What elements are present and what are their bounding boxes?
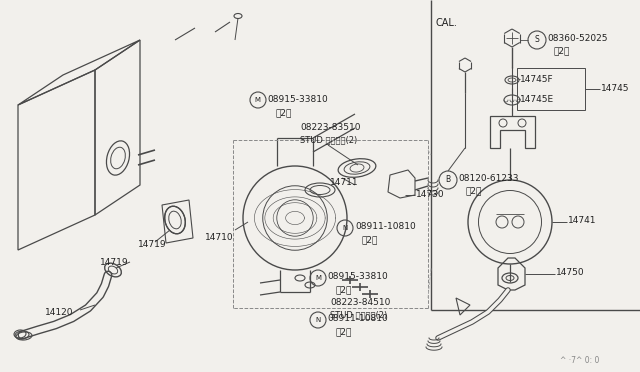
- Text: （2）: （2）: [465, 186, 481, 195]
- Text: 14745E: 14745E: [520, 95, 554, 104]
- Text: N: N: [316, 317, 321, 323]
- Text: M: M: [315, 275, 321, 281]
- Text: CAL.: CAL.: [436, 18, 458, 28]
- Text: 08120-61233: 08120-61233: [458, 174, 518, 183]
- Text: 14741: 14741: [568, 216, 596, 225]
- Text: 08915-33810: 08915-33810: [327, 272, 388, 281]
- Bar: [517, 68, 585, 110]
- Text: 14719: 14719: [100, 258, 129, 267]
- Text: B: B: [445, 176, 451, 185]
- Text: 14711: 14711: [330, 178, 358, 187]
- Text: 14710: 14710: [205, 233, 234, 242]
- Text: 14745: 14745: [601, 84, 630, 93]
- Text: 14750: 14750: [556, 268, 584, 277]
- Text: （2）: （2）: [554, 46, 570, 55]
- Text: 08223-83510: 08223-83510: [300, 123, 360, 132]
- Text: （2）: （2）: [335, 327, 351, 336]
- Text: 08223-84510: 08223-84510: [330, 298, 390, 307]
- Text: 08911-10810: 08911-10810: [355, 222, 416, 231]
- Text: N: N: [342, 225, 348, 231]
- Text: 08911-10810: 08911-10810: [327, 314, 388, 323]
- Text: （2）: （2）: [275, 108, 291, 117]
- Text: M: M: [254, 97, 260, 103]
- Text: STUD スタッド(2): STUD スタッド(2): [330, 310, 387, 319]
- Text: 08915-33810: 08915-33810: [267, 95, 328, 104]
- Text: 14730: 14730: [416, 190, 445, 199]
- Text: 14719: 14719: [138, 240, 166, 249]
- Text: （2）: （2）: [362, 235, 378, 244]
- Text: 08360-52025: 08360-52025: [547, 34, 607, 43]
- Text: 14120: 14120: [45, 308, 74, 317]
- Text: STUD スタッド(2): STUD スタッド(2): [300, 135, 357, 144]
- Text: ^ ·7^ 0: 0: ^ ·7^ 0: 0: [560, 356, 600, 365]
- Text: （2）: （2）: [335, 285, 351, 294]
- Text: 14745F: 14745F: [520, 75, 554, 84]
- Text: S: S: [534, 35, 540, 45]
